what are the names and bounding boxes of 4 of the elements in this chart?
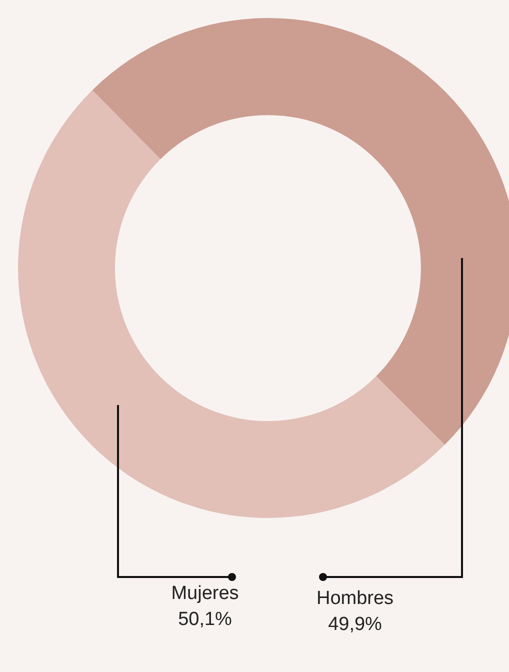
slice-label: Mujeres — [171, 583, 239, 604]
slice-label: Hombres — [316, 588, 394, 609]
data-label: 50,1% — [178, 609, 232, 630]
data-label: 49,9% — [328, 614, 382, 635]
